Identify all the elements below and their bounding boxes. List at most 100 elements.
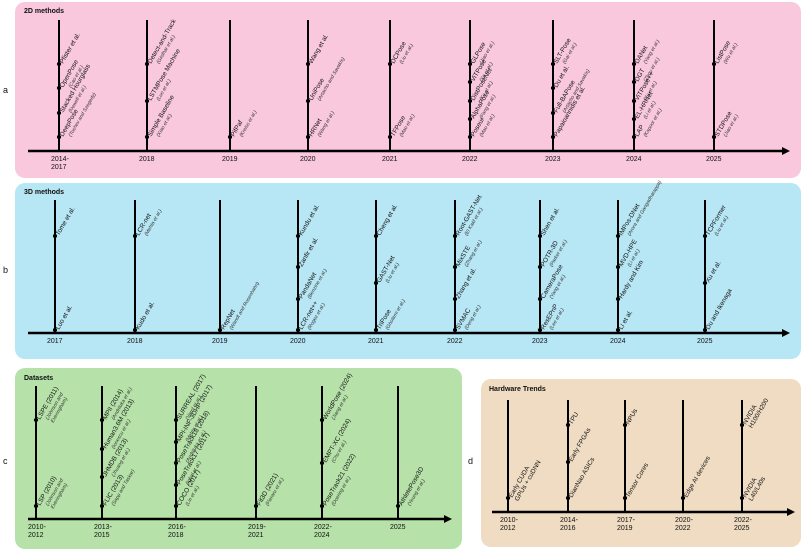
milestone-dot: [295, 327, 301, 333]
milestone-dot: [702, 233, 708, 239]
milestone-dot: [615, 296, 621, 302]
panel-a-title: 2D methods: [24, 8, 64, 15]
milestone-dot: [467, 134, 473, 140]
milestone-dot: [56, 85, 62, 91]
milestone-dot: [615, 264, 621, 270]
milestone-dot: [227, 134, 233, 140]
milestone-dot: [550, 85, 556, 91]
milestone-dot: [295, 233, 301, 239]
year-label: 2025: [697, 338, 713, 345]
milestone-dot: [253, 503, 259, 509]
year-label: 2024: [610, 338, 626, 345]
milestone-dot: [132, 233, 138, 239]
milestone-dot: [631, 79, 637, 85]
milestone-dot: [305, 98, 311, 104]
milestone-dot: [615, 327, 621, 333]
milestone-dot: [711, 61, 717, 67]
milestone-dot: [537, 327, 543, 333]
year-label: 2022: [447, 338, 463, 345]
year-label: 2019-2021: [248, 524, 267, 539]
milestone-dot: [631, 116, 637, 122]
panel-b-axis-arrow: [782, 329, 790, 337]
milestone-dot: [319, 417, 325, 423]
panel-b-label: b: [3, 265, 8, 275]
year-label: 2022-2024: [314, 524, 333, 539]
year-label: 2016-2018: [168, 524, 187, 539]
milestone-dot: [33, 417, 39, 423]
milestone-dot: [217, 327, 223, 333]
milestone-dot: [565, 495, 571, 501]
milestone-dot: [295, 296, 301, 302]
milestone-dot: [387, 61, 393, 67]
milestone-dot: [711, 134, 717, 140]
year-label: 2018: [139, 156, 155, 163]
milestone-dot: [631, 61, 637, 67]
milestone-dot: [56, 134, 62, 140]
year-label: 2025: [706, 156, 722, 163]
year-label: 2010-2012: [500, 517, 519, 532]
milestone-dot: [631, 134, 637, 140]
milestone-dot: [537, 296, 543, 302]
milestone-dot: [452, 264, 458, 270]
milestone-dot: [99, 474, 105, 480]
milestone-dot: [565, 459, 571, 465]
year-label: 2014-2016: [560, 517, 579, 532]
milestone-dot: [99, 446, 105, 452]
milestone-dot: [173, 503, 179, 509]
milestone-dot: [99, 417, 105, 423]
milestone-dot: [319, 460, 325, 466]
milestone-dot: [452, 233, 458, 239]
milestone-dot: [739, 495, 745, 501]
milestone-dot: [395, 503, 401, 509]
year-label: 2022-2025: [734, 517, 753, 532]
milestone-dot: [467, 116, 473, 122]
milestone-dot: [144, 98, 150, 104]
year-label: 2020: [300, 156, 316, 163]
year-label: 2020-2022: [675, 517, 694, 532]
milestone-dot: [173, 460, 179, 466]
panel-a-label: a: [3, 85, 8, 95]
panel-b-title: 3D methods: [24, 189, 64, 196]
milestone-dot: [702, 280, 708, 286]
milestone-dot: [622, 495, 628, 501]
year-label: 2010-2012: [28, 524, 47, 539]
milestone-dot: [305, 134, 311, 140]
milestone-dot: [173, 439, 179, 445]
year-label: 2014-2017: [51, 156, 70, 171]
milestone-dot: [144, 134, 150, 140]
milestone-dot: [173, 417, 179, 423]
milestone-dot: [56, 110, 62, 116]
panel-c-title: Datasets: [24, 375, 53, 382]
year-label: 2025: [390, 524, 406, 531]
milestone-dot: [373, 233, 379, 239]
milestone-dot: [467, 98, 473, 104]
year-label: 2017: [47, 338, 63, 345]
milestone-dot: [387, 134, 393, 140]
milestone-dot: [565, 422, 571, 428]
panel-a-axis-arrow: [782, 147, 790, 155]
year-label: 2021: [368, 338, 384, 345]
panel-d-title: Hardware Trends: [489, 386, 546, 393]
year-label: 2019: [212, 338, 228, 345]
milestone-dot: [550, 110, 556, 116]
milestone-dot: [52, 233, 58, 239]
year-label: 2020: [290, 338, 306, 345]
milestone-dot: [615, 233, 621, 239]
milestone-dot: [305, 61, 311, 67]
milestone-dot: [373, 280, 379, 286]
milestone-dot: [680, 495, 686, 501]
year-label: 2023: [532, 338, 548, 345]
milestone-dot: [99, 503, 105, 509]
panel-c-axis-arrow: [444, 515, 452, 523]
milestone-dot: [33, 503, 39, 509]
milestone-dot: [56, 61, 62, 67]
year-label: 2024: [626, 156, 642, 163]
panel-d-axis-arrow: [787, 508, 795, 516]
milestone-dot: [452, 296, 458, 302]
milestone-dot: [467, 79, 473, 85]
milestone-dot: [739, 422, 745, 428]
milestone-dot: [173, 482, 179, 488]
milestone-dot: [537, 233, 543, 239]
